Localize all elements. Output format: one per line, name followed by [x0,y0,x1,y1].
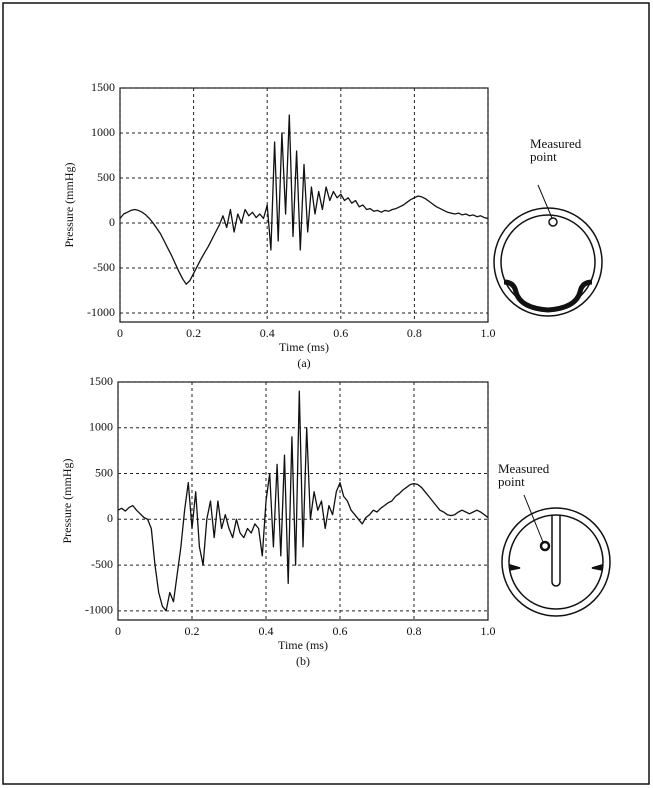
y-axis-label: Pressure (mmHg) [62,163,76,248]
y-tick-label: -500 [91,557,113,571]
annotation: Measured point [498,461,550,489]
pressure-line [117,390,489,612]
x-tick-label: 0.6 [333,624,348,638]
x-tick-label: 0.4 [259,624,274,638]
y-tick-label: -1000 [87,305,115,319]
y-tick-label: 1000 [89,420,113,434]
y-tick-label: 500 [97,170,115,184]
y-tick-label: 0 [109,215,115,229]
y-tick-label: -500 [93,260,115,274]
y-tick-label: 1000 [91,125,115,139]
plot-frame [119,87,489,323]
x-axis-label: Time (ms) [279,340,329,354]
y-tick-label: 1500 [89,374,113,388]
plot-frame [117,381,489,621]
x-tick-label: 0 [115,624,121,638]
caption: (a) [297,356,310,370]
y-tick-label: 0 [107,511,113,525]
y-tick-label: 500 [95,465,113,479]
x-tick-label: 1.0 [481,624,496,638]
x-tick-label: 0.8 [407,326,422,340]
diagram-b [501,494,611,617]
x-tick-label: 0.8 [407,624,422,638]
x-tick-label: 0.2 [186,326,201,340]
x-tick-label: 0 [117,326,123,340]
caption: (b) [296,654,310,668]
y-tick-label: -1000 [85,603,113,617]
y-tick-label: 1500 [91,80,115,94]
diagram-a [493,184,603,317]
pressure-line [119,114,489,285]
x-tick-label: 1.0 [481,326,496,340]
y-axis-label: Pressure (mmHg) [60,459,74,544]
x-tick-label: 0.4 [260,326,275,340]
x-tick-label: 0.6 [333,326,348,340]
x-tick-label: 0.2 [185,624,200,638]
x-axis-label: Time (ms) [278,638,328,652]
annotation: Measured point [530,136,582,164]
